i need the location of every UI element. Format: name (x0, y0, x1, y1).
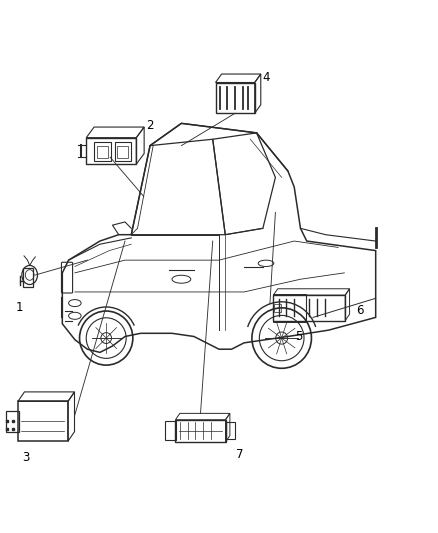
Text: 7: 7 (237, 448, 244, 462)
Text: 3: 3 (22, 451, 29, 464)
Text: 6: 6 (356, 304, 364, 317)
Text: 2: 2 (146, 119, 153, 132)
Text: 4: 4 (262, 71, 270, 84)
Text: 1: 1 (16, 301, 23, 314)
Text: 5: 5 (295, 330, 302, 343)
